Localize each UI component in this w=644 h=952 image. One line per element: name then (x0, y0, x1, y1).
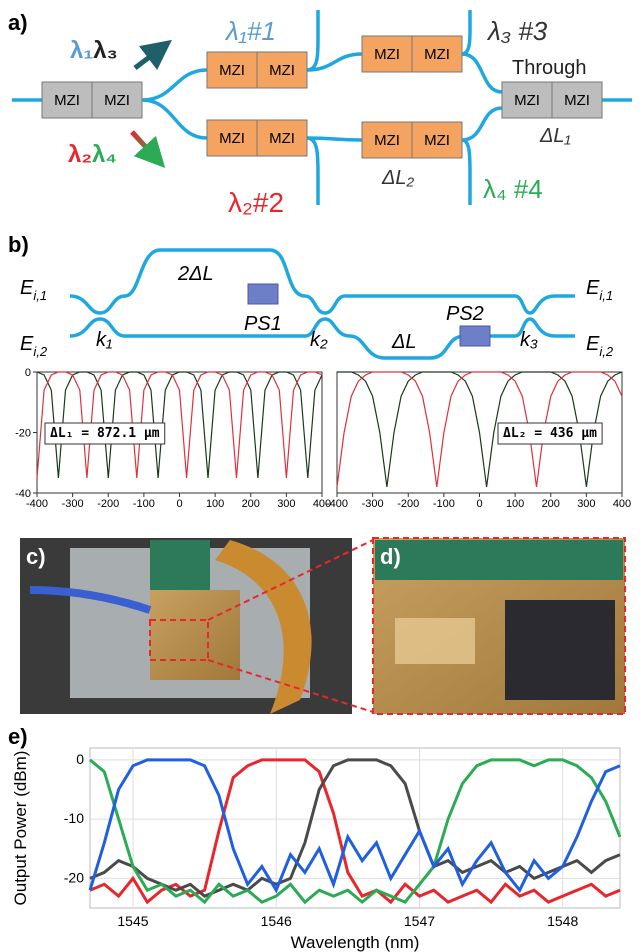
y-tick-label: 0 (25, 367, 31, 379)
panel-label: b) (8, 232, 29, 257)
x-tick-label: -100 (133, 498, 155, 510)
y-tick-label: -10 (64, 810, 84, 826)
x-tick-label: 100 (506, 498, 524, 510)
x-tick-label: 0 (176, 498, 182, 510)
y-tick-label: 0 (76, 751, 84, 767)
delay-label: ΔL₂ (381, 167, 415, 189)
ps-label: PS1 (244, 313, 282, 335)
panel-label: a) (8, 10, 28, 35)
mzi-label: MZI (424, 46, 450, 63)
port-sub: i,1 (33, 288, 47, 303)
lambda: λ₂ (68, 141, 92, 168)
port-sub: i,1 (599, 288, 613, 303)
panel-label: e) (8, 724, 28, 749)
wavelength-pair: λ₁λ₃ (70, 37, 118, 64)
lambda: λ₄ (92, 141, 117, 168)
port-label: λ₃ #3 (486, 16, 548, 46)
x-tick-label: 1545 (117, 913, 148, 929)
photo-package (150, 590, 240, 680)
photo-chip (505, 600, 615, 700)
coupler-label: k₁ (96, 329, 112, 351)
arrow (135, 49, 160, 68)
x-tick-label: -200 (97, 498, 119, 510)
phase-shifter (460, 326, 490, 346)
series-line (90, 760, 620, 902)
port-sub: i,2 (33, 344, 48, 359)
port-main: E (20, 333, 34, 355)
photo-board (150, 540, 210, 590)
series-line (90, 760, 620, 896)
mzi-label: MZI (374, 46, 400, 63)
through-label: Through (512, 57, 587, 79)
panel-b: b) Ei,1 Ei,2 Ei,1 Ei,2 k₁ k₂ k₃ 2ΔL ΔL P… (8, 232, 614, 359)
arm-label: 2ΔL (177, 263, 214, 285)
port-label: Ei,1 (586, 277, 613, 303)
panel-label: d) (380, 544, 401, 569)
port-main: E (20, 277, 34, 299)
x-tick-label: 1548 (547, 913, 578, 929)
photo-fiber-block (395, 618, 475, 664)
y-axis-label: Output Power (dBm) (11, 751, 30, 906)
x-tick-label: 400 (613, 498, 631, 510)
coupler-label: k₂ (310, 329, 328, 351)
x-tick-label: -400 (326, 498, 348, 510)
port-sub: i,2 (599, 344, 614, 359)
x-tick-label: 200 (542, 498, 560, 510)
port-label: Ei,1 (20, 277, 47, 303)
x-tick-label: 300 (577, 498, 595, 510)
mzi-label: MZI (54, 92, 80, 109)
y-tick-label: -20 (64, 869, 84, 885)
mzi-label: MZI (514, 92, 540, 109)
y-tick-label: -20 (15, 428, 31, 440)
port-main: E (586, 277, 600, 299)
panel-label: c) (26, 544, 46, 569)
port-main: E (586, 333, 600, 355)
mzi-label: MZI (104, 92, 130, 109)
waveguide (70, 250, 575, 313)
delay-label: ΔL₁ (539, 125, 571, 147)
figure: a) MZIMZIMZIMZIMZIMZIMZIMZIMZIMZIMZIMZI … (0, 0, 644, 952)
series-line (90, 760, 620, 902)
annotation: ΔL₂ = 436 μm (503, 426, 597, 441)
x-tick-label: 300 (277, 498, 295, 510)
y-tick-label: -40 (15, 488, 31, 500)
lambda: λ₃ (93, 37, 117, 64)
arrow (132, 132, 155, 157)
x-tick-label: 1547 (404, 913, 435, 929)
x-tick-label: -300 (362, 498, 384, 510)
ps-label: PS2 (446, 303, 484, 325)
phase-shifter (248, 284, 278, 304)
port-label: λ₄ #4 (483, 174, 543, 204)
port-label: λ₂#2 (228, 187, 284, 218)
port-label: Ei,2 (20, 333, 48, 359)
photo-board (375, 540, 623, 580)
wavelength-pair: λ₂λ₄ (68, 141, 117, 168)
x-tick-label: -300 (62, 498, 84, 510)
mzi-label: MZI (219, 62, 245, 79)
panel-c: c) (20, 538, 352, 714)
x-tick-label: -100 (433, 498, 455, 510)
x-tick-label: 1546 (261, 913, 292, 929)
mzi-label: MZI (564, 92, 590, 109)
x-axis-label: Wavelength (nm) (291, 933, 420, 952)
port-label: Ei,2 (586, 333, 614, 359)
series-line (90, 760, 620, 890)
x-tick-label: 100 (206, 498, 224, 510)
x-tick-label: 0 (476, 498, 482, 510)
mzi-label: MZI (269, 130, 295, 147)
coupler-label: k₃ (520, 329, 538, 351)
annotation: ΔL₁ = 872.1 μm (50, 426, 160, 441)
lambda: λ₁ (70, 37, 93, 64)
mzi-label: MZI (269, 62, 295, 79)
x-tick-label: 200 (242, 498, 260, 510)
arm-label: ΔL (391, 331, 417, 353)
mzi-label: MZI (374, 132, 400, 149)
x-tick-label: -200 (397, 498, 419, 510)
port-label: λ₁#1 (224, 16, 276, 46)
mzi-label: MZI (219, 130, 245, 147)
mzi-label: MZI (424, 132, 450, 149)
